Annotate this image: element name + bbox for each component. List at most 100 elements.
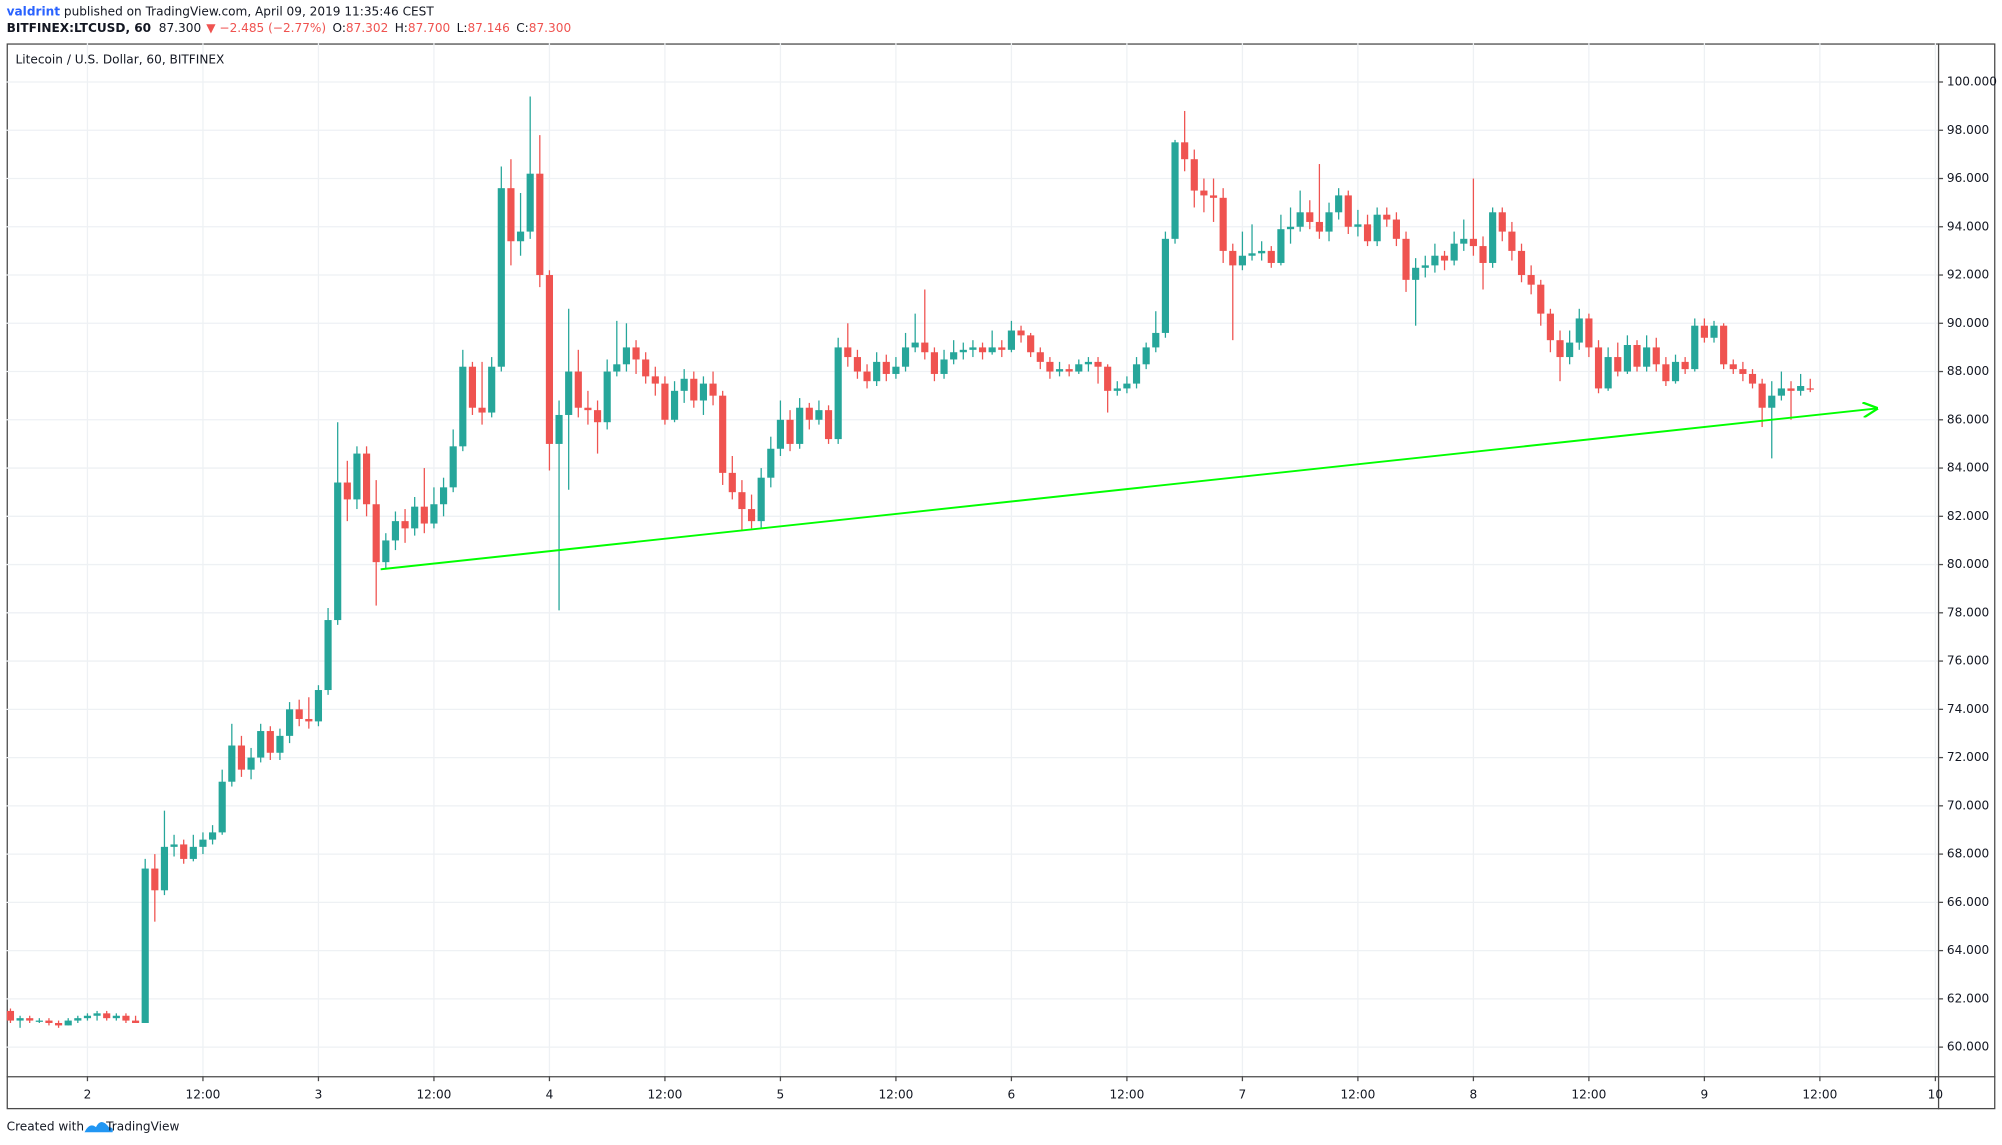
candle-body [141, 868, 149, 1023]
candle-body [1142, 347, 1150, 365]
candle-body [757, 477, 765, 522]
candle-body [603, 371, 611, 423]
candle-body [372, 504, 380, 563]
candle-body [1132, 364, 1141, 384]
candle-body [1691, 325, 1699, 370]
candle-body [805, 407, 813, 420]
candle-body [247, 757, 255, 770]
candle-body [237, 745, 246, 770]
candle-body [1671, 361, 1680, 382]
candle-body [555, 414, 563, 444]
x-tick-label: 9 [1701, 1088, 1709, 1102]
candle-body [1363, 224, 1372, 242]
y-tick-label: 64.000 [1947, 943, 1989, 957]
candle-body [1652, 347, 1660, 365]
candle-body [430, 504, 438, 524]
candle-body [468, 366, 477, 408]
y-tick-label: 76.000 [1947, 654, 1989, 668]
candle-body [950, 352, 958, 360]
ohlc-label: H: [395, 21, 408, 35]
tradingview-logo[interactable]: TradingView [84, 1120, 179, 1134]
x-tick-label: 12:00 [1571, 1088, 1606, 1102]
ohlc: O:87.302 H:87.700 L:87.146 C:87.300 [333, 21, 572, 35]
x-tick-label: 12:00 [1109, 1088, 1144, 1102]
candle-body [228, 745, 236, 782]
candle-body [180, 844, 188, 859]
candle-body [189, 846, 197, 859]
candle-body [1700, 325, 1708, 338]
candle-body [844, 347, 852, 358]
candle-body [998, 347, 1006, 350]
candle-body [1354, 224, 1362, 227]
chart-title: Litecoin / U.S. Dollar, 60, BITFINEX [16, 52, 225, 66]
candle-body [988, 347, 996, 353]
frame [6, 43, 1996, 1110]
candle-body [940, 359, 948, 374]
change: ▼ −2.485 (−2.77%) [206, 21, 326, 35]
candle-body [1046, 361, 1054, 372]
candle-body [1777, 388, 1785, 396]
logo-icon [84, 1122, 113, 1133]
candle-body [613, 364, 621, 372]
candle-body [285, 709, 294, 736]
candle-body [1710, 325, 1718, 338]
candle-body [584, 407, 592, 411]
x-tick-label: 7 [1239, 1088, 1247, 1102]
axes: 60.000 62.000 64.000 66.000 68.000 70.000 72.0… [84, 75, 1997, 1102]
candle-body [1036, 352, 1044, 362]
candle-body [314, 690, 323, 722]
candle-body [1258, 250, 1266, 254]
candle-body [921, 342, 929, 353]
candle-body [911, 342, 919, 348]
candle-body [1267, 250, 1275, 263]
candle-body [1065, 369, 1073, 372]
candle-body [1460, 238, 1468, 244]
y-tick-label: 92.000 [1947, 268, 1989, 282]
candle-body [391, 521, 400, 541]
candle-body [1055, 369, 1064, 372]
candle-body [959, 349, 967, 353]
candle-body [834, 347, 842, 440]
candle-body [1412, 267, 1420, 280]
candle-body [160, 846, 169, 891]
candle-body [1720, 325, 1728, 365]
footer-brand[interactable]: TradingView [105, 1120, 179, 1134]
candle-body [1315, 221, 1323, 232]
candle-body [1729, 364, 1737, 370]
candle-body [459, 366, 467, 447]
candle-body [738, 492, 746, 510]
candle-body [892, 366, 900, 374]
candle-body [1286, 226, 1295, 230]
author[interactable]: valdrint [7, 4, 61, 18]
candle-body [93, 1013, 101, 1016]
candle-body [1508, 231, 1516, 251]
candle-body [1104, 366, 1112, 391]
candle-body [1007, 330, 1015, 350]
candle-body [1325, 212, 1333, 232]
candle-body [218, 781, 226, 833]
ohlc-label: C: [516, 21, 529, 35]
y-tick-label: 74.000 [1947, 702, 1989, 716]
candle-body [670, 390, 679, 420]
candle-body [1209, 195, 1218, 198]
candle-body [622, 347, 631, 365]
candle-body [1681, 361, 1689, 370]
candle-body [1758, 383, 1766, 408]
candle-body [1643, 347, 1651, 367]
candle-body [1806, 388, 1814, 390]
candle-body [1787, 388, 1795, 391]
candle-body [266, 731, 274, 753]
candle-body [1498, 212, 1506, 232]
candle-body [969, 347, 977, 350]
candle-body [199, 839, 207, 847]
y-tick-label: 94.000 [1947, 219, 1989, 233]
y-tick-label: 82.000 [1947, 509, 1989, 523]
candle-body [901, 347, 910, 367]
candle-body [1797, 386, 1805, 391]
x-tick-label: 6 [1008, 1088, 1016, 1102]
candle-body [112, 1015, 120, 1019]
candle-body [978, 347, 987, 353]
x-tick-label: 12:00 [185, 1088, 220, 1102]
candle-body [767, 448, 775, 478]
